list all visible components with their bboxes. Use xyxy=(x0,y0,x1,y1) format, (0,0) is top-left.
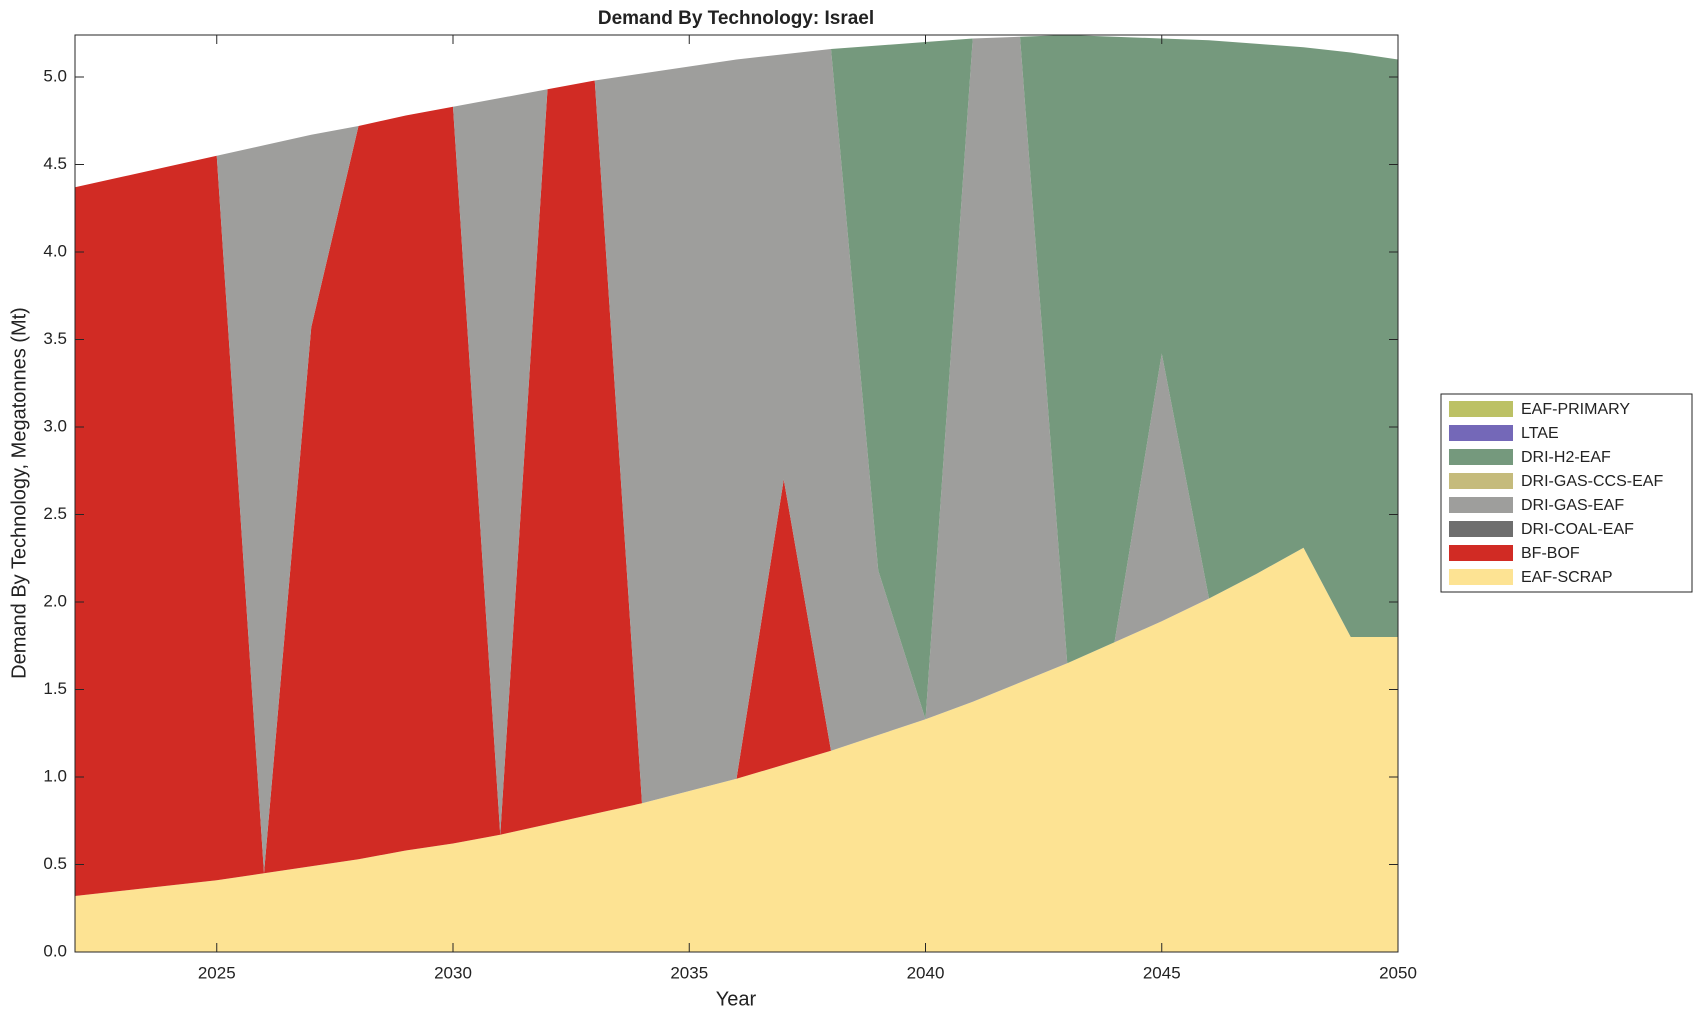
legend-label: DRI-GAS-EAF xyxy=(1521,497,1624,514)
legend-swatch xyxy=(1449,569,1513,585)
x-axis-label: Year xyxy=(716,988,757,1010)
x-tick-label: 2040 xyxy=(907,963,945,982)
legend-swatch xyxy=(1449,497,1513,513)
y-tick-label: 0.0 xyxy=(43,941,67,960)
x-tick-label: 2030 xyxy=(434,963,472,982)
legend: EAF-PRIMARY LTAE DRI-H2-EAF DRI-GAS-CCS-EAF… xyxy=(1440,393,1693,593)
legend-swatch xyxy=(1449,545,1513,561)
areas xyxy=(75,35,1398,952)
legend-label: EAF-SCRAP xyxy=(1521,569,1613,586)
legend-label: BF-BOF xyxy=(1521,545,1580,562)
area xyxy=(75,547,1398,952)
legend-label: DRI-GAS-CCS-EAF xyxy=(1521,473,1663,490)
y-tick-label: 4.5 xyxy=(43,154,67,173)
legend-label: DRI-H2-EAF xyxy=(1521,449,1611,466)
legend-swatch xyxy=(1449,449,1513,465)
area xyxy=(75,35,1398,720)
legend-swatch xyxy=(1449,425,1513,441)
area xyxy=(75,36,1398,874)
y-tick-label: 3.0 xyxy=(43,416,67,435)
legend-swatch xyxy=(1449,401,1513,417)
y-tick-label: 3.5 xyxy=(43,329,67,348)
x-tick-label: 2025 xyxy=(198,963,236,982)
y-tick-label: 5.0 xyxy=(43,66,67,85)
y-tick-label: 1.5 xyxy=(43,679,67,698)
x-tick-label: 2045 xyxy=(1143,963,1181,982)
plot-frame xyxy=(74,34,1399,953)
axes: 0.0 0.5 1.0 1.5 2.0 2.5 3.0 3.5 4.0 4.5 5.0 2025 203… xyxy=(43,34,1417,982)
legend-label: EAF-PRIMARY xyxy=(1521,401,1630,418)
legend-swatch xyxy=(1449,473,1513,489)
legend-swatch xyxy=(1449,521,1513,537)
area xyxy=(75,80,1398,896)
x-tick-label: 2035 xyxy=(670,963,708,982)
y-tick-label: 2.5 xyxy=(43,504,67,523)
legend-label: DRI-COAL-EAF xyxy=(1521,521,1634,538)
y-tick-label: 4.0 xyxy=(43,241,67,260)
legend-box xyxy=(1440,393,1693,593)
chart-title: Demand By Technology: Israel xyxy=(598,8,874,29)
y-axis-label: Demand By Technology, Megatonnes (Mt) xyxy=(8,307,30,679)
legend-label: LTAE xyxy=(1521,425,1559,442)
y-tick-label: 1.0 xyxy=(43,766,67,785)
y-tick-label: 0.5 xyxy=(43,854,67,873)
y-tick-label: 2.0 xyxy=(43,591,67,610)
x-tick-label: 2050 xyxy=(1379,963,1417,982)
